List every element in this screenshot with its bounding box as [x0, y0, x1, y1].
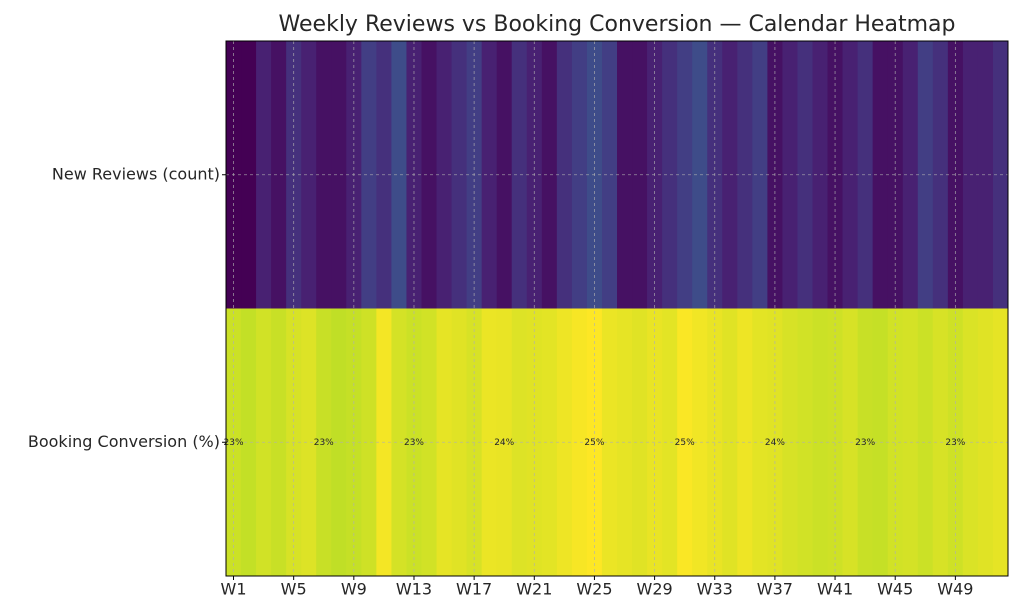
- x-tick-label: W33: [697, 580, 733, 599]
- x-tick-label: W5: [281, 580, 307, 599]
- heat-cell: [601, 308, 618, 576]
- heat-cell: [977, 308, 994, 576]
- x-tick-label: W37: [757, 580, 793, 599]
- heat-cell: [331, 41, 347, 309]
- heat-cell: [361, 308, 377, 576]
- x-tick-label: W21: [516, 580, 552, 599]
- heat-cell: [692, 41, 708, 309]
- x-tick-label: W29: [637, 580, 673, 599]
- data-label: 23%: [404, 438, 424, 448]
- data-label: 23%: [855, 438, 875, 448]
- heat-cell: [241, 308, 257, 576]
- heat-cell: [271, 41, 287, 309]
- heat-cell: [481, 308, 498, 576]
- heat-cell: [827, 308, 844, 576]
- heat-cell: [451, 308, 468, 576]
- heat-cell: [241, 41, 257, 309]
- heat-cell: [601, 41, 618, 309]
- heat-cell: [887, 308, 904, 576]
- y-tick-label: New Reviews (count): [52, 164, 220, 183]
- heat-cell: [271, 308, 287, 576]
- data-label: 23%: [224, 438, 244, 448]
- data-label: 25%: [675, 438, 695, 448]
- x-tick-label: W49: [937, 580, 973, 599]
- heat-cell: [301, 41, 317, 309]
- data-label: 24%: [494, 438, 514, 448]
- x-tick-label: W1: [221, 580, 247, 599]
- data-label: 23%: [945, 438, 965, 448]
- heat-cell: [421, 308, 438, 576]
- heat-cell: [361, 41, 377, 309]
- x-tick-label: W13: [396, 580, 432, 599]
- heat-cell: [797, 41, 813, 309]
- x-tick-label: W9: [341, 580, 367, 599]
- heat-cell: [947, 308, 964, 576]
- heat-cell: [511, 41, 528, 309]
- heat-cell: [662, 41, 678, 309]
- chart-title: Weekly Reviews vs Booking Conversion — C…: [279, 12, 956, 37]
- data-label: 25%: [584, 438, 604, 448]
- heat-cell: [511, 308, 528, 576]
- heat-cell: [571, 41, 588, 309]
- heat-cell: [977, 41, 994, 309]
- heat-cell: [571, 308, 588, 576]
- heat-cell: [301, 308, 317, 576]
- x-tick-label: W25: [576, 580, 612, 599]
- plot-frame: [225, 40, 1009, 577]
- heat-cell: [632, 41, 648, 309]
- x-tick-label: W17: [456, 580, 492, 599]
- heat-cell: [737, 308, 753, 576]
- x-tick-label: W45: [877, 580, 913, 599]
- heat-cell: [797, 308, 813, 576]
- data-label: 24%: [765, 438, 785, 448]
- heat-cell: [451, 41, 468, 309]
- heat-cell: [767, 308, 783, 576]
- heat-cell: [662, 308, 678, 576]
- heat-cell: [917, 308, 934, 576]
- data-label: 23%: [314, 438, 334, 448]
- y-tick-label: Booking Conversion (%): [28, 432, 220, 451]
- heat-cell: [391, 308, 407, 576]
- heat-cell: [331, 308, 347, 576]
- heat-cell: [421, 41, 438, 309]
- heat-cell: [737, 41, 753, 309]
- heat-cell: [541, 308, 558, 576]
- heat-cell: [481, 41, 498, 309]
- heat-cell: [857, 308, 874, 576]
- heat-cell: [391, 41, 407, 309]
- x-tick-label: W41: [817, 580, 853, 599]
- heat-cell: [632, 308, 648, 576]
- heat-cell: [917, 41, 934, 309]
- heat-cell: [541, 41, 558, 309]
- heat-cell: [692, 308, 708, 576]
- heat-cell: [857, 41, 874, 309]
